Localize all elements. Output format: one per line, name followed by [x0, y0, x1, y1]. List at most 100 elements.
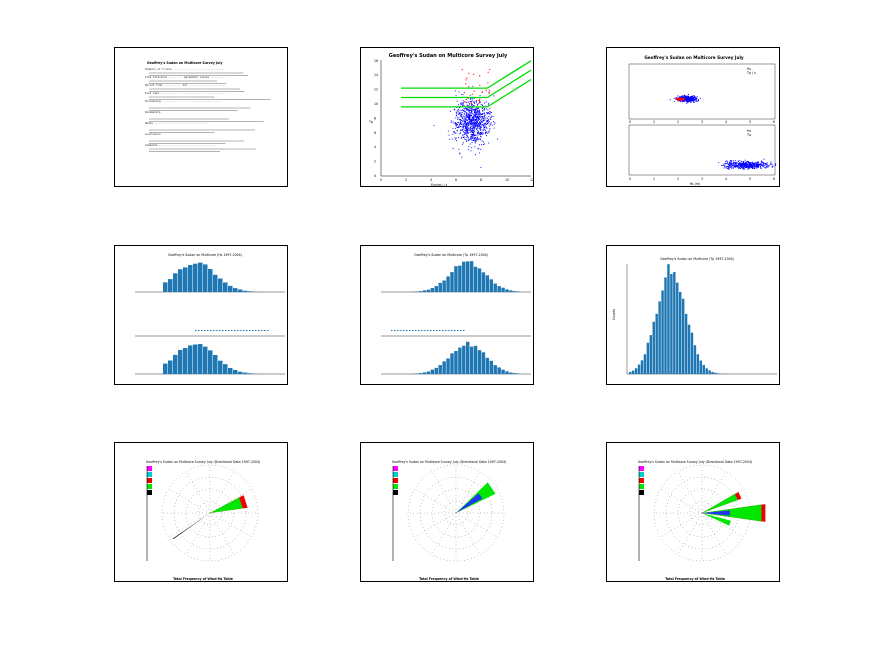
hist-stack-1-bar	[208, 350, 213, 374]
scatter-bottom-point	[742, 163, 744, 165]
scatter-fit-point	[485, 126, 487, 128]
scatter-fit-point	[462, 123, 464, 125]
hist-single-bar	[649, 335, 653, 374]
page-thumbnail-hist-stack-2[interactable]: Geoffrey's Sudan on Multicore (Tp 1997-2…	[360, 245, 534, 385]
scatter-fit-point	[469, 120, 471, 122]
scatter-top-point	[676, 97, 679, 99]
page-thumbnail-text-summary[interactable]: Geoffrey's Sudan on Multicore Survey Jul…	[114, 47, 288, 187]
hist-single-bar	[708, 370, 711, 374]
hist-stack-1-title: Geoffrey's Sudan on Multicore (Hs 1997-2…	[168, 253, 242, 257]
scatter-top-red-point	[675, 97, 678, 99]
scatter-fit-point	[469, 121, 471, 123]
scatter-fit-point	[449, 110, 451, 112]
scatter-bottom-x-tick: 2	[677, 177, 679, 181]
scatter-fit-point	[462, 102, 464, 104]
scatter-fit-point	[462, 142, 464, 144]
scatter-fit-point	[477, 113, 479, 115]
page-thumbnail-rose-3[interactable]: Geoffrey's Sudan on Multicore Survey Jul…	[606, 442, 780, 582]
rose-grid-circle	[197, 500, 223, 526]
hist-single-bar	[631, 370, 635, 374]
scatter-fit-point	[481, 134, 483, 136]
scatter-bottom-point	[770, 162, 772, 164]
scatter-fit-point	[470, 108, 472, 110]
scatter-top-point	[685, 98, 687, 100]
scatter-fit-point	[479, 121, 481, 123]
hist-stack-2-mid-bar	[442, 330, 444, 331]
hist-stack-2-bar	[493, 283, 497, 292]
scatter-fit-point	[472, 137, 474, 139]
scatter-fit-point	[484, 124, 486, 126]
page-thumbnail-rose-1[interactable]: Geoffrey's Sudan on Multicore Survey Jul…	[114, 442, 288, 582]
scatter-fit-point	[458, 91, 460, 93]
scatter-top-red-point	[676, 98, 679, 101]
scatter-fit-point	[471, 99, 473, 101]
scatter-fit-point	[466, 132, 468, 134]
scatter-fit-point	[451, 138, 454, 140]
scatter-fit-point	[462, 104, 464, 107]
scatter-bottom-point	[760, 163, 762, 165]
text-summary-line: Parameters	[145, 110, 161, 114]
scatter-top-point	[688, 97, 690, 99]
hist-stack-2-bar	[442, 361, 446, 374]
scatter-fit-outlier	[471, 93, 473, 95]
scatter-bottom-point	[743, 167, 745, 169]
scatter-bottom-point	[729, 166, 731, 168]
hist-stack-2-bar	[477, 350, 482, 374]
scatter-fit-point	[457, 122, 459, 124]
scatter-fit-x-tick: 10	[505, 178, 509, 182]
hist-stack-1-bar	[173, 354, 178, 374]
scatter-fit-point	[488, 129, 490, 131]
scatter-fit-point	[473, 139, 475, 141]
scatter-fit-point	[470, 109, 472, 111]
hist-stack-1-mid-bar	[210, 330, 212, 331]
hist-stack-2-bar	[438, 365, 442, 374]
page-thumbnail-rose-2[interactable]: Geoffrey's Sudan on Multicore Survey Jul…	[360, 442, 534, 582]
scatter-fit-point	[484, 129, 486, 131]
scatter-fit-point	[458, 126, 460, 128]
scatter-top-point	[696, 96, 698, 98]
scatter-fit-point	[488, 115, 490, 117]
scatter-bottom-point	[764, 162, 766, 164]
scatter-top-point	[693, 101, 695, 103]
page-thumbnail-scatter-fit[interactable]: Geoffrey's Sudan on Multicore Survey Jul…	[360, 47, 534, 187]
scatter-top-point	[686, 101, 689, 103]
scatter-top-point	[692, 97, 694, 99]
scatter-fit-point	[481, 118, 483, 120]
page-thumbnail-hist-single[interactable]: Geoffrey's Sudan on Multicore (Tp 1997-2…	[606, 245, 780, 385]
scatter-fit-point	[472, 113, 474, 115]
scatter-bottom-point	[757, 166, 759, 168]
scatter-bottom-point	[724, 165, 726, 168]
scatter-fit-point	[475, 112, 477, 114]
scatter-fit-point	[471, 133, 473, 135]
scatter-bottom-point	[743, 165, 745, 167]
hist-stack-1-mid-bar	[198, 330, 200, 331]
scatter-fit-point	[472, 125, 474, 127]
scatter-fit-outlier	[481, 91, 483, 93]
hist-single-bar	[634, 368, 638, 374]
scatter-fit-point	[477, 114, 479, 116]
page-thumbnail-scatter-two-panel[interactable]: Geoffrey's Sudan on Multicore Survey Jul…	[606, 47, 780, 187]
scatter-fit-point	[479, 116, 481, 118]
hist-stack-2-mid-bar	[430, 330, 432, 331]
page-thumbnail-hist-stack-1[interactable]: Geoffrey's Sudan on Multicore (Hs 1997-2…	[114, 245, 288, 385]
scatter-fit-point	[456, 125, 458, 127]
scatter-fit-point	[457, 108, 459, 111]
hist-single-bar	[705, 368, 708, 374]
scatter-fit-point	[460, 132, 462, 134]
scatter-fit-point	[471, 98, 473, 100]
scatter-fit-point	[474, 111, 476, 113]
scatter-top-point	[688, 94, 690, 96]
rose-grid-spoke	[185, 471, 211, 514]
hist-stack-1-bar	[228, 367, 233, 374]
scatter-fit-point	[477, 119, 479, 121]
scatter-fit-point	[473, 130, 475, 132]
scatter-bottom-point	[733, 165, 735, 167]
hist-single-bar	[699, 360, 703, 374]
hist-stack-1-bar	[218, 360, 223, 374]
rose-grid-spoke	[677, 512, 703, 555]
scatter-fit-point	[467, 116, 469, 118]
scatter-fit-point	[473, 101, 475, 103]
rose-legend-swatch	[639, 466, 644, 471]
scatter-fit-point	[482, 109, 484, 111]
scatter-fit-point	[471, 126, 473, 128]
